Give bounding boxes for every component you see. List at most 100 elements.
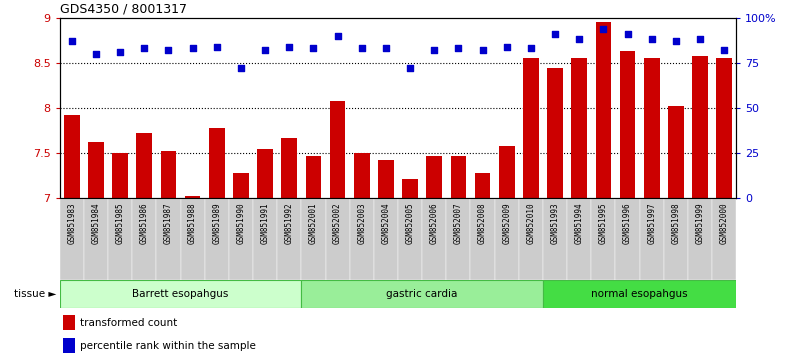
Bar — [205, 198, 229, 280]
Bar — [567, 198, 591, 280]
Point — [114, 49, 127, 55]
Bar — [326, 198, 349, 280]
Bar — [108, 198, 132, 280]
Bar — [716, 58, 732, 198]
Point — [404, 65, 416, 71]
Text: GSM852001: GSM852001 — [309, 202, 318, 244]
Point — [355, 46, 368, 51]
Bar — [136, 133, 152, 198]
Text: transformed count: transformed count — [80, 318, 178, 327]
Bar — [543, 198, 567, 280]
Bar — [572, 58, 587, 198]
Text: GSM852006: GSM852006 — [430, 202, 439, 244]
Point — [90, 51, 103, 57]
Point — [162, 47, 175, 53]
Point — [259, 47, 271, 53]
Point — [718, 47, 731, 53]
Point — [693, 36, 706, 42]
Bar — [712, 198, 736, 280]
Bar — [688, 198, 712, 280]
Bar — [156, 198, 181, 280]
Point — [428, 47, 441, 53]
Bar — [282, 138, 297, 198]
Text: GSM851986: GSM851986 — [140, 202, 149, 244]
Bar — [354, 153, 369, 198]
Text: GSM851989: GSM851989 — [213, 202, 221, 244]
Text: GSM852003: GSM852003 — [357, 202, 366, 244]
Text: GSM851984: GSM851984 — [92, 202, 100, 244]
Bar — [615, 198, 640, 280]
Point — [597, 26, 610, 32]
Point — [235, 65, 248, 71]
Bar — [302, 198, 326, 280]
Bar — [451, 156, 466, 198]
Bar — [499, 146, 514, 198]
Bar — [595, 22, 611, 198]
Text: GDS4350 / 8001317: GDS4350 / 8001317 — [60, 2, 187, 15]
Bar — [474, 173, 490, 198]
Text: GSM851995: GSM851995 — [599, 202, 608, 244]
Bar — [644, 58, 660, 198]
Bar — [591, 198, 615, 280]
Text: percentile rank within the sample: percentile rank within the sample — [80, 341, 256, 350]
Bar — [330, 101, 345, 198]
Point — [501, 44, 513, 50]
Point — [548, 31, 561, 37]
Bar — [233, 173, 249, 198]
Text: GSM851994: GSM851994 — [575, 202, 583, 244]
Bar — [427, 156, 442, 198]
Bar — [547, 68, 563, 198]
Text: GSM851992: GSM851992 — [285, 202, 294, 244]
Text: GSM852009: GSM852009 — [502, 202, 511, 244]
Bar — [693, 56, 708, 198]
Bar — [277, 198, 302, 280]
Bar — [88, 142, 103, 198]
Bar — [668, 106, 684, 198]
Point — [65, 38, 78, 44]
Bar — [349, 198, 374, 280]
Text: GSM851997: GSM851997 — [647, 202, 656, 244]
Bar — [253, 198, 277, 280]
Bar — [132, 198, 156, 280]
Point — [669, 38, 682, 44]
Text: gastric cardia: gastric cardia — [387, 289, 458, 299]
Point — [331, 33, 344, 39]
Bar — [519, 198, 543, 280]
Text: GSM851991: GSM851991 — [260, 202, 270, 244]
Bar — [257, 149, 273, 198]
Text: GSM851999: GSM851999 — [696, 202, 704, 244]
Bar — [60, 198, 84, 280]
Bar — [374, 198, 398, 280]
Point — [573, 36, 586, 42]
Point — [452, 46, 465, 51]
Bar — [470, 198, 494, 280]
Text: GSM851987: GSM851987 — [164, 202, 173, 244]
Text: GSM852002: GSM852002 — [333, 202, 342, 244]
Bar — [543, 280, 736, 308]
Bar — [60, 280, 302, 308]
Bar — [63, 338, 76, 353]
Bar — [209, 128, 224, 198]
Text: GSM851983: GSM851983 — [68, 202, 76, 244]
Bar — [447, 198, 470, 280]
Text: GSM852007: GSM852007 — [454, 202, 463, 244]
Bar — [664, 198, 688, 280]
Point — [283, 44, 295, 50]
Bar — [494, 198, 519, 280]
Bar — [398, 198, 422, 280]
Bar — [181, 198, 205, 280]
Point — [476, 47, 489, 53]
Bar — [84, 198, 108, 280]
Point — [380, 46, 392, 51]
Text: normal esopahgus: normal esopahgus — [591, 289, 688, 299]
Bar — [185, 195, 201, 198]
Bar — [112, 153, 128, 198]
Bar — [620, 51, 635, 198]
Point — [307, 46, 320, 51]
Bar — [229, 198, 253, 280]
Bar — [378, 160, 394, 198]
Bar — [63, 315, 76, 330]
Text: GSM851985: GSM851985 — [115, 202, 125, 244]
Bar — [402, 179, 418, 198]
Point — [646, 36, 658, 42]
